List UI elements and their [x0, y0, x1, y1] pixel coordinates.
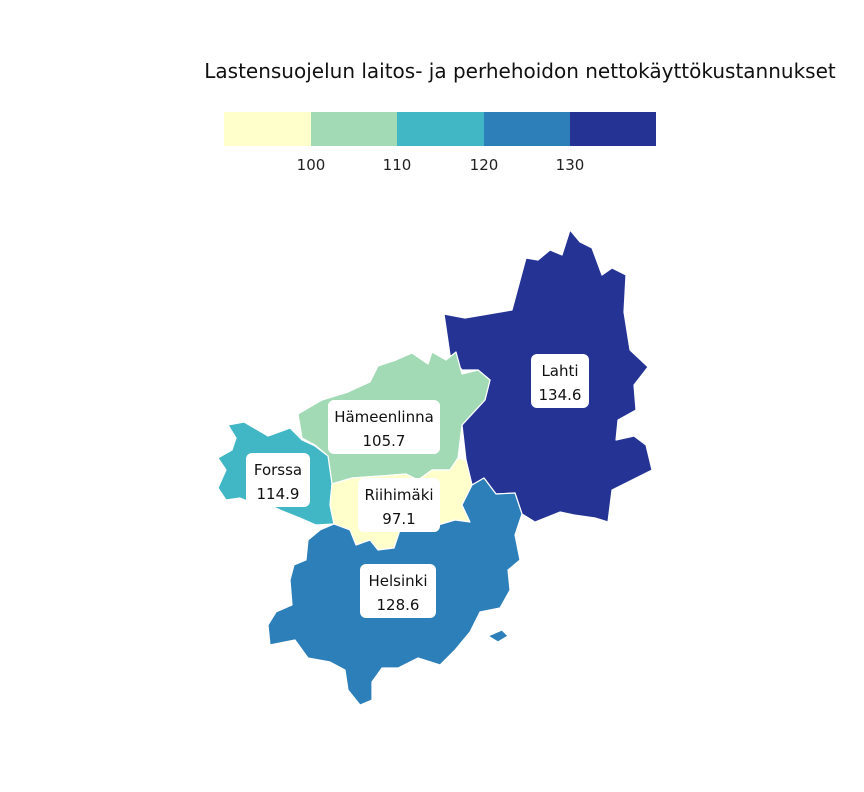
legend-bin-0 — [224, 112, 311, 146]
label-lahti: Lahti 134.6 — [531, 354, 589, 408]
region-name-label: Riihimäki — [364, 486, 433, 504]
label-forssa: Forssa 114.9 — [246, 453, 310, 507]
legend-bin-1 — [311, 112, 397, 146]
legend-tick-label: 110 — [383, 156, 412, 174]
legend-bin-4 — [570, 112, 656, 146]
region-name-label: Helsinki — [368, 572, 427, 590]
region-labels: Lahti 134.6 Hämeenlinna 105.7 Forssa 114… — [246, 354, 589, 618]
legend-tick-label: 130 — [556, 156, 585, 174]
region-value-label: 114.9 — [257, 485, 300, 503]
map-title: Lastensuojelun laitos- ja perhehoidon ne… — [204, 59, 836, 83]
label-hameenlinna: Hämeenlinna 105.7 — [328, 400, 440, 454]
region-name-label: Forssa — [254, 461, 302, 479]
region-value-label: 97.1 — [382, 510, 415, 528]
region-value-label: 128.6 — [377, 596, 420, 614]
region-helsinki-island — [487, 629, 509, 643]
region-value-label: 134.6 — [539, 386, 582, 404]
legend-bin-2 — [397, 112, 484, 146]
legend-tick-label: 100 — [297, 156, 326, 174]
region-name-label: Hämeenlinna — [334, 408, 434, 426]
region-value-label: 105.7 — [363, 432, 406, 450]
label-riihimaki: Riihimäki 97.1 — [358, 478, 440, 532]
label-helsinki: Helsinki 128.6 — [360, 564, 436, 618]
legend: 100 110 120 130 — [224, 112, 656, 174]
region-name-label: Lahti — [541, 362, 578, 380]
legend-tick-label: 120 — [470, 156, 499, 174]
legend-bin-3 — [484, 112, 570, 146]
